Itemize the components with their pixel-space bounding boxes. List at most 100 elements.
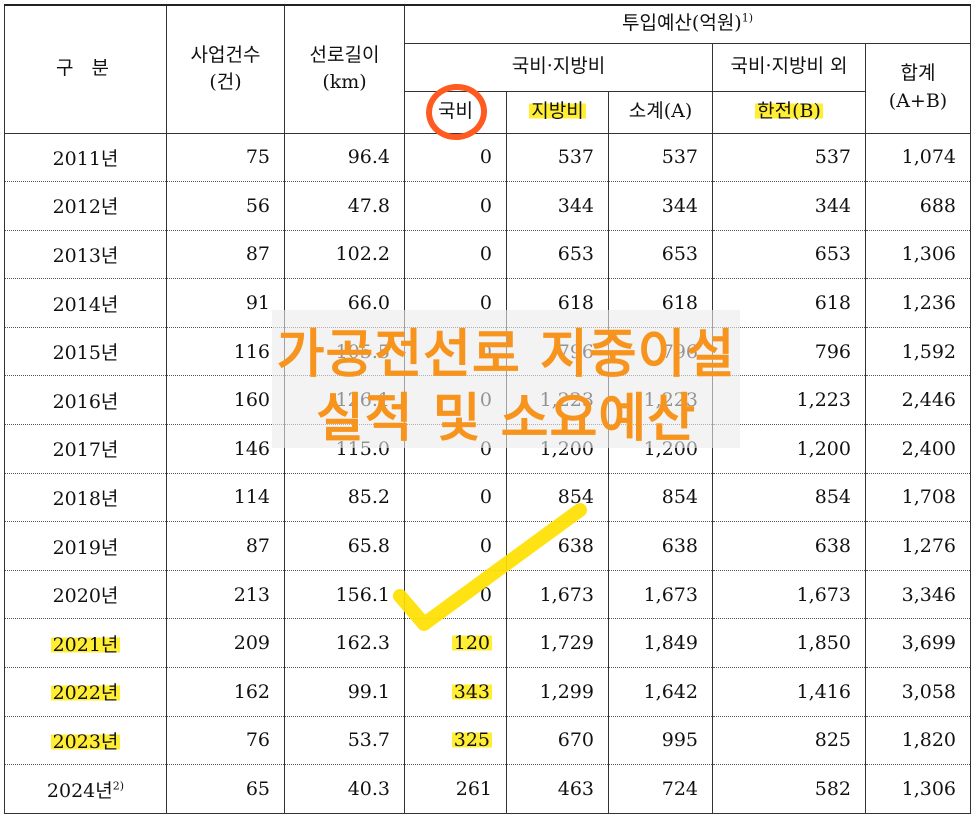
- cell-length: 40.3: [284, 764, 405, 814]
- cell-national: 343: [404, 667, 507, 717]
- table-row: 2012년 56 47.8 0 344 344 344 688: [4, 181, 972, 231]
- table-row: 2023년 76 53.7 325 670 995 825 1,820: [4, 716, 972, 766]
- cell-total: 1,592: [864, 327, 972, 377]
- cell-national: 0: [404, 133, 507, 183]
- cell-local: 854: [506, 473, 609, 523]
- cell-total: 1,820: [864, 716, 972, 766]
- cell-kepco: 1,850: [712, 618, 866, 669]
- table-row: 2013년 87 102.2 0 653 653 653 1,306: [4, 230, 972, 280]
- cell-total: 688: [864, 181, 972, 231]
- cell-year: 2013년: [4, 230, 167, 280]
- cell-subtotal: 724: [608, 764, 713, 814]
- cell-projects: 56: [166, 181, 285, 231]
- header-local: 지방비: [506, 90, 609, 134]
- header-kepco: 한전(B): [712, 90, 866, 134]
- cell-projects: 87: [166, 521, 285, 571]
- cell-projects: 75: [166, 133, 285, 183]
- cell-total: 1,306: [864, 230, 972, 280]
- cell-total: 2,400: [864, 424, 972, 474]
- cell-total: 1,074: [864, 133, 972, 183]
- cell-total: 2,446: [864, 375, 972, 426]
- cell-kepco: 653: [712, 230, 866, 280]
- cell-local: 670: [506, 716, 609, 766]
- cell-subtotal: 653: [608, 230, 713, 280]
- cell-length: 162.3: [284, 618, 405, 669]
- cell-local: 344: [506, 181, 609, 231]
- cell-length: 156.1: [284, 570, 405, 620]
- table-row: 2022년 162 99.1 343 1,299 1,642 1,416 3,058: [4, 667, 972, 717]
- cell-local: 463: [506, 764, 609, 814]
- table-row: 2019년 87 65.8 0 638 638 638 1,276: [4, 521, 972, 571]
- cell-length: 65.8: [284, 521, 405, 571]
- cell-projects: 162: [166, 667, 285, 717]
- cell-total: 1,236: [864, 278, 972, 328]
- cell-length: 47.8: [284, 181, 405, 231]
- cell-year: 2020년: [4, 570, 167, 620]
- cell-kepco: 344: [712, 181, 866, 231]
- cell-subtotal: 1,642: [608, 667, 713, 717]
- table-row: 2024년2) 65 40.3 261 463 724 582 1,306: [4, 764, 972, 814]
- cell-year: 2012년: [4, 181, 167, 231]
- cell-local: 1,729: [506, 618, 609, 669]
- cell-local: 1,673: [506, 570, 609, 620]
- cell-projects: 87: [166, 230, 285, 280]
- cell-subtotal: 854: [608, 473, 713, 523]
- cell-year: 2024년2): [4, 764, 167, 814]
- cell-kepco: 1,416: [712, 667, 866, 717]
- table-row: 2014년 91 66.0 0 618 618 618 1,236: [4, 278, 972, 328]
- cell-kepco: 1,673: [712, 570, 866, 620]
- cell-subtotal: 1,673: [608, 570, 713, 620]
- cell-length: 85.2: [284, 473, 405, 523]
- header-subtotal: 소계(A): [608, 90, 713, 134]
- cell-year: 2018년: [4, 473, 167, 523]
- cell-length: 53.7: [284, 716, 405, 766]
- cell-year: 2023년: [4, 716, 167, 766]
- header-national: 국비: [404, 90, 507, 134]
- header-length: 선로길이 (km): [284, 4, 405, 134]
- cell-kepco: 537: [712, 133, 866, 183]
- cell-total: 1,276: [864, 521, 972, 571]
- cell-projects: 213: [166, 570, 285, 620]
- cell-kepco: 854: [712, 473, 866, 523]
- cell-subtotal: 1,849: [608, 618, 713, 669]
- cell-projects: 146: [166, 424, 285, 474]
- cell-total: 3,699: [864, 618, 972, 669]
- cell-projects: 76: [166, 716, 285, 766]
- cell-year: 2014년: [4, 278, 167, 328]
- cell-total: 3,346: [864, 570, 972, 620]
- header-budget: 투입예산(억원)1): [403, 4, 972, 44]
- cell-local: 537: [506, 133, 609, 183]
- checkmark-icon: [393, 503, 587, 631]
- title-overlay-line1: 가공전선로 지중이설: [276, 325, 736, 385]
- cell-year: 2021년: [4, 618, 167, 669]
- table-row: 2020년 213 156.1 0 1,673 1,673 1,673 3,346: [4, 570, 972, 620]
- header-category: 구 분: [4, 4, 167, 134]
- cell-national: 0: [404, 230, 507, 280]
- cell-projects: 114: [166, 473, 285, 523]
- cell-kepco: 638: [712, 521, 866, 571]
- header-total: 합계 (A+B): [864, 42, 972, 134]
- cell-length: 102.2: [284, 230, 405, 280]
- cell-total: 1,708: [864, 473, 972, 523]
- cell-year: 2019년: [4, 521, 167, 571]
- cell-total: 1,306: [864, 764, 972, 814]
- cell-total: 3,058: [864, 667, 972, 717]
- cell-national: 0: [404, 521, 507, 571]
- cell-subtotal: 344: [608, 181, 713, 231]
- table-row: 2021년 209 162.3 120 1,729 1,849 1,850 3,699: [4, 618, 972, 669]
- cell-year: 2011년: [4, 133, 167, 183]
- cell-kepco: 582: [712, 764, 866, 814]
- header-other-group: 국비·지방비 외: [712, 42, 866, 92]
- cell-national: 0: [404, 181, 507, 231]
- cell-year: 2016년: [4, 375, 167, 426]
- cell-national: 261: [404, 764, 507, 814]
- header-national-local-group: 국비·지방비: [404, 42, 713, 92]
- cell-projects: 160: [166, 375, 285, 426]
- cell-subtotal: 638: [608, 521, 713, 571]
- title-overlay: 가공전선로 지중이설 실적 및 소요예산: [272, 310, 740, 449]
- cell-kepco: 825: [712, 716, 866, 766]
- cell-projects: 91: [166, 278, 285, 328]
- cell-subtotal: 537: [608, 133, 713, 183]
- table-row: 2018년 114 85.2 0 854 854 854 1,708: [4, 473, 972, 523]
- cell-projects: 209: [166, 618, 285, 669]
